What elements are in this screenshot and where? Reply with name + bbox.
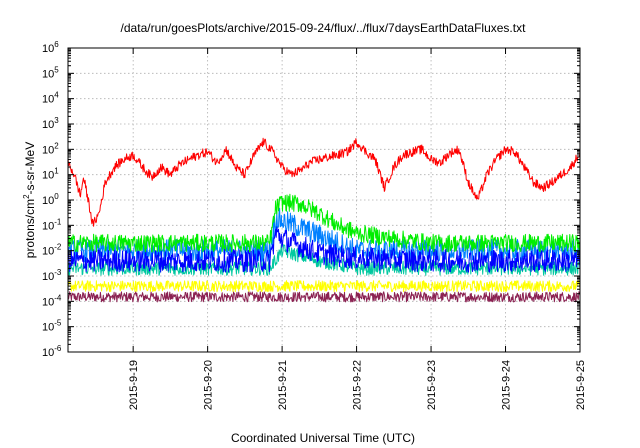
y-tick-label: 102 [42, 141, 59, 156]
x-tick-label: 2015-9-20 [203, 360, 215, 410]
x-axis-label: Coordinated Universal Time (UTC) [231, 431, 415, 445]
y-tick-label: 103 [42, 116, 59, 131]
y-tick-label: 10-2 [42, 243, 62, 258]
y-tick-label: 105 [42, 65, 59, 80]
x-tick-label: 2015-9-21 [277, 360, 289, 410]
series-line [67, 291, 581, 303]
y-tick-label: 10-6 [42, 344, 62, 359]
series-line [67, 207, 581, 263]
y-tick-label: 101 [42, 167, 59, 182]
y-tick-labels: 10-6 10-5 10-4 10-3 10-2 10-1 100 101 102 103 104 1… [42, 40, 62, 359]
series-line [67, 280, 581, 293]
series-line [67, 226, 581, 273]
y-tick-label: 10-1 [42, 217, 62, 232]
y-tick-label: 106 [42, 40, 59, 55]
y-axis-label-base: protons/cm [23, 199, 37, 258]
x-tick-labels: 2015-9-19 2015-9-20 2015-9-21 2015-9-22 2015… [128, 360, 587, 410]
series-line [67, 137, 581, 227]
ticks [68, 47, 581, 353]
series-layer [67, 137, 581, 303]
y-tick-label: 10-3 [42, 268, 62, 283]
y-axis-label: protons/cm2-s-sr-MeV [22, 142, 37, 258]
x-tick-label: 2015-9-23 [426, 360, 438, 410]
grid [68, 48, 580, 352]
x-tick-label: 2015-9-19 [128, 360, 140, 410]
y-tick-label: 100 [42, 192, 59, 207]
x-tick-label: 2015-9-24 [501, 360, 513, 410]
y-tick-label: 104 [42, 91, 59, 106]
y-axis-label-rest: -s-sr-MeV [23, 142, 37, 195]
y-tick-label: 10-5 [42, 319, 62, 334]
x-tick-label: 2015-9-25 [575, 360, 587, 410]
x-tick-label: 2015-9-22 [352, 360, 364, 410]
y-axis-label-sup: 2 [22, 194, 31, 199]
chart-title: /data/run/goesPlots/archive/2015-09-24/f… [121, 21, 527, 35]
series-line [67, 193, 581, 253]
y-tick-label: 10-4 [42, 293, 62, 308]
